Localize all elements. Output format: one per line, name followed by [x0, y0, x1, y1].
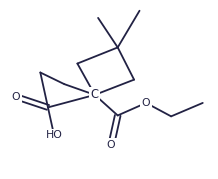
Text: C: C	[91, 88, 99, 101]
Text: O: O	[11, 92, 20, 102]
Text: HO: HO	[46, 130, 63, 140]
Text: O: O	[107, 140, 116, 150]
Text: O: O	[142, 98, 150, 108]
